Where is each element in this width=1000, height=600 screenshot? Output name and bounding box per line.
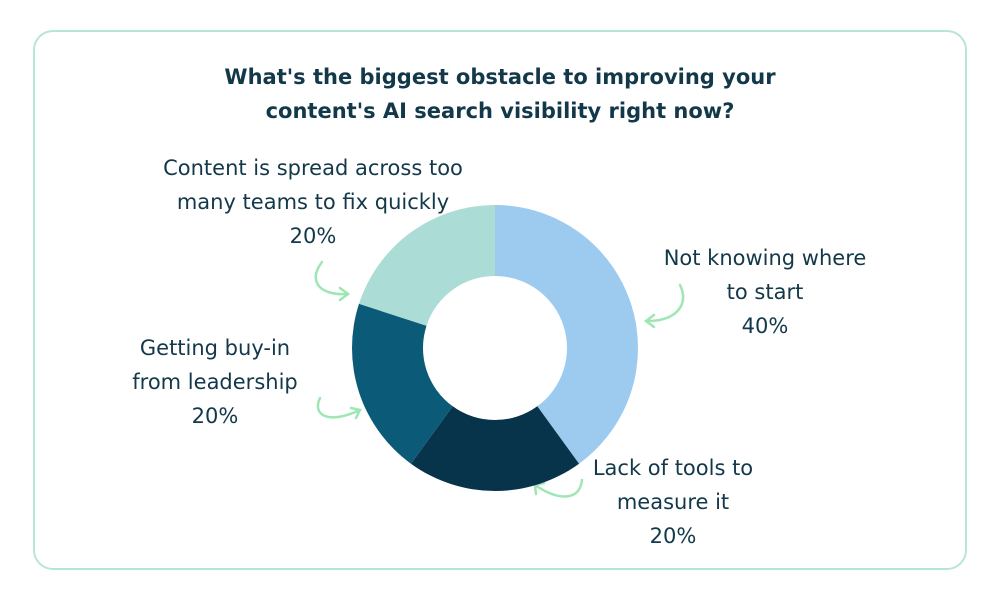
chart-title: What's the biggest obstacle to improving…: [224, 65, 776, 123]
value-label: 20%: [289, 224, 337, 248]
arrow: [314, 260, 350, 296]
category-label: Getting buy-in from leadership: [132, 336, 298, 394]
donut-slice: [352, 303, 453, 464]
category-label: Lack of tools to measure it: [592, 456, 754, 514]
donut-slice: [495, 205, 638, 464]
arrows: [314, 260, 685, 498]
arrow-head: [643, 313, 656, 329]
arrow-head: [349, 406, 362, 420]
arrow: [533, 478, 584, 498]
donut-slice: [358, 205, 495, 326]
arrow: [316, 396, 362, 419]
arrow-head: [338, 286, 351, 302]
card: [33, 30, 967, 570]
category-label: Not knowing where to start: [663, 246, 867, 304]
slice-label: Not knowing where to start 40%: [585, 241, 945, 343]
slice-label: Content is spread across too many teams …: [133, 151, 493, 253]
arrow: [644, 283, 685, 323]
category-label: Content is spread across too many teams …: [163, 156, 463, 214]
value-label: 20%: [191, 404, 239, 428]
slice-label: Getting buy-in from leadership 20%: [35, 331, 395, 433]
value-label: 20%: [649, 524, 697, 548]
donut-slice: [410, 406, 580, 491]
value-label: 40%: [741, 314, 789, 338]
slice-label: Lack of tools to measure it 20%: [493, 451, 853, 553]
